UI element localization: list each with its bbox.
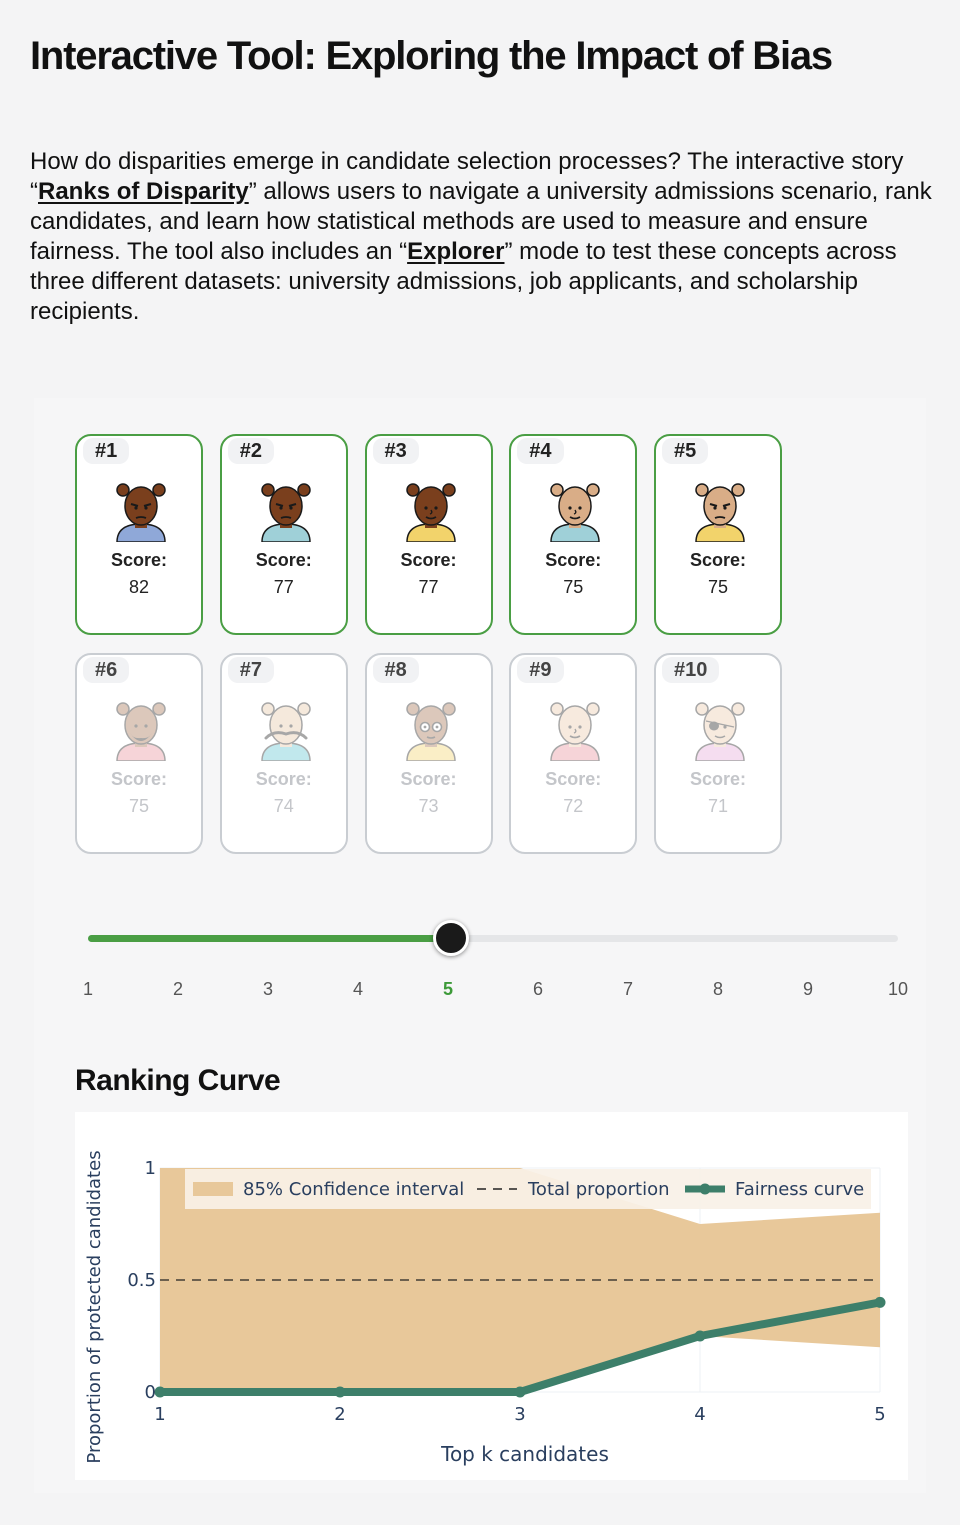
score-value: 72	[563, 796, 584, 816]
score-label: Score:	[110, 769, 168, 789]
candidate-avatar-icon	[116, 483, 166, 542]
score-label: Score:	[255, 550, 312, 570]
candidate-rank: #9	[517, 657, 564, 683]
score-label: Score:	[545, 769, 602, 789]
x-tick-label: 5	[874, 1404, 885, 1425]
legend-label-total: Total proportion	[527, 1179, 670, 1200]
candidate-card[interactable]: #6 Score: 75	[75, 653, 203, 854]
slider-tick-label[interactable]: 9	[802, 979, 813, 999]
candidate-avatar-icon	[695, 483, 745, 542]
y-tick-label: 1	[145, 1158, 156, 1179]
slider-tick-label[interactable]: 4	[352, 979, 363, 999]
candidate-avatar-icon	[116, 702, 166, 761]
y-tick-label: 0.5	[127, 1270, 156, 1291]
fairness-curve-point	[514, 1386, 526, 1398]
intro-text-2: ” allows users to navigate a university …	[30, 178, 932, 265]
candidate-rank: #7	[227, 657, 274, 683]
slider-thumb[interactable]	[433, 920, 469, 956]
top-k-slider[interactable]	[88, 920, 898, 956]
candidate-card[interactable]: #1 Score: 82	[75, 434, 203, 635]
legend-swatch-fairness-dot	[699, 1183, 711, 1195]
intro-paragraph: How do disparities emerge in candidate s…	[30, 147, 935, 327]
ranking-curve-chart: 1 2 3 4 5 0 0.5 1 Top k candidates Proportion of …	[75, 1112, 908, 1480]
fairness-curve-point	[874, 1296, 886, 1308]
candidate-rank: #10	[662, 657, 720, 683]
ranking-curve-title: Ranking Curve	[75, 1064, 281, 1097]
candidate-avatar-icon	[405, 483, 456, 542]
candidate-avatar-icon	[260, 702, 311, 761]
candidate-card[interactable]: #5 Score: 75	[654, 434, 782, 635]
slider-tick-label[interactable]: 10	[887, 979, 909, 999]
score-value: 82	[128, 577, 150, 597]
fairness-curve-point	[694, 1330, 706, 1342]
score-value: 71	[707, 796, 729, 816]
legend-label-band: 85% Confidence interval	[243, 1179, 464, 1200]
slider-tick-label[interactable]: 8	[712, 979, 723, 999]
candidate-card[interactable]: #4 Score: 75	[509, 434, 638, 635]
candidate-card[interactable]: #10 Score: 71	[654, 653, 782, 854]
candidate-rank: #1	[83, 438, 130, 464]
slider-tick-label[interactable]: 6	[532, 979, 543, 999]
candidate-rank: #6	[83, 657, 130, 683]
ranking-curve-svg: 1 2 3 4 5 0 0.5 1 Top k candidates Proportion of …	[84, 1150, 886, 1466]
candidate-rank: #2	[227, 438, 274, 464]
score-value: 74	[273, 796, 294, 816]
x-tick-label: 3	[514, 1404, 525, 1425]
candidate-avatar-icon	[405, 702, 456, 761]
page-title: Interactive Tool: Exploring the Impact o…	[30, 34, 833, 78]
interactive-panel: #1 Score: 82 #2 Score: 77 #3 Score: 77 #4	[34, 398, 926, 1493]
score-label: Score:	[400, 550, 457, 570]
score-value: 77	[273, 577, 294, 597]
score-label: Score:	[400, 769, 457, 789]
fairness-curve-point	[154, 1386, 166, 1398]
y-axis-title: Proportion of protected candidates	[84, 1150, 105, 1463]
candidate-card[interactable]: #3 Score: 77	[364, 434, 493, 635]
score-value: 73	[418, 796, 439, 816]
slider-tick-label[interactable]: 2	[172, 979, 183, 999]
score-label: Score:	[110, 550, 168, 570]
intro-text-1: How do disparities emerge in candidate s…	[30, 148, 904, 205]
x-axis-title: Top k candidates	[440, 1442, 609, 1466]
candidate-rank: #3	[372, 438, 419, 464]
candidate-rank: #4	[517, 438, 564, 464]
explorer-link[interactable]: Explorer	[407, 238, 505, 265]
score-label: Score:	[255, 769, 312, 789]
candidate-card[interactable]: #7 Score: 74	[219, 653, 348, 854]
score-value: 75	[563, 577, 584, 597]
fairness-curve-point	[334, 1386, 346, 1398]
x-tick-label: 1	[154, 1404, 165, 1425]
candidate-avatar-icon	[260, 483, 311, 542]
candidate-rank: #8	[372, 657, 419, 683]
candidate-avatar-icon	[550, 702, 601, 761]
slider-tick-label[interactable]: 3	[262, 979, 273, 999]
candidate-card[interactable]: #2 Score: 77	[219, 434, 348, 635]
candidate-rank: #5	[662, 438, 709, 464]
slider-tick-label[interactable]: 1	[82, 979, 93, 999]
ranks-of-disparity-link[interactable]: Ranks of Disparity	[38, 178, 249, 205]
score-value: 75	[128, 796, 150, 816]
y-tick-label: 0	[145, 1382, 156, 1403]
candidate-avatar-icon	[550, 483, 601, 542]
candidate-card[interactable]: #8 Score: 73	[364, 653, 493, 854]
slider-tick-label[interactable]: 7	[622, 979, 633, 999]
legend-box	[185, 1169, 871, 1209]
candidate-card[interactable]: #9 Score: 72	[509, 653, 638, 854]
legend-label-fairness: Fairness curve	[735, 1179, 864, 1200]
candidate-avatar-icon	[695, 702, 745, 761]
score-label: Score:	[545, 550, 602, 570]
slider-tick-label[interactable]: 5	[442, 979, 453, 999]
x-tick-label: 2	[334, 1404, 345, 1425]
slider-fill	[88, 935, 448, 942]
score-value: 77	[418, 577, 439, 597]
intro-text-3: ” mode to test these concepts across thr…	[30, 238, 897, 325]
score-label: Score:	[689, 769, 747, 789]
score-label: Score:	[689, 550, 747, 570]
score-value: 75	[707, 577, 729, 597]
x-tick-label: 4	[694, 1404, 705, 1425]
legend-swatch-band	[193, 1182, 233, 1196]
